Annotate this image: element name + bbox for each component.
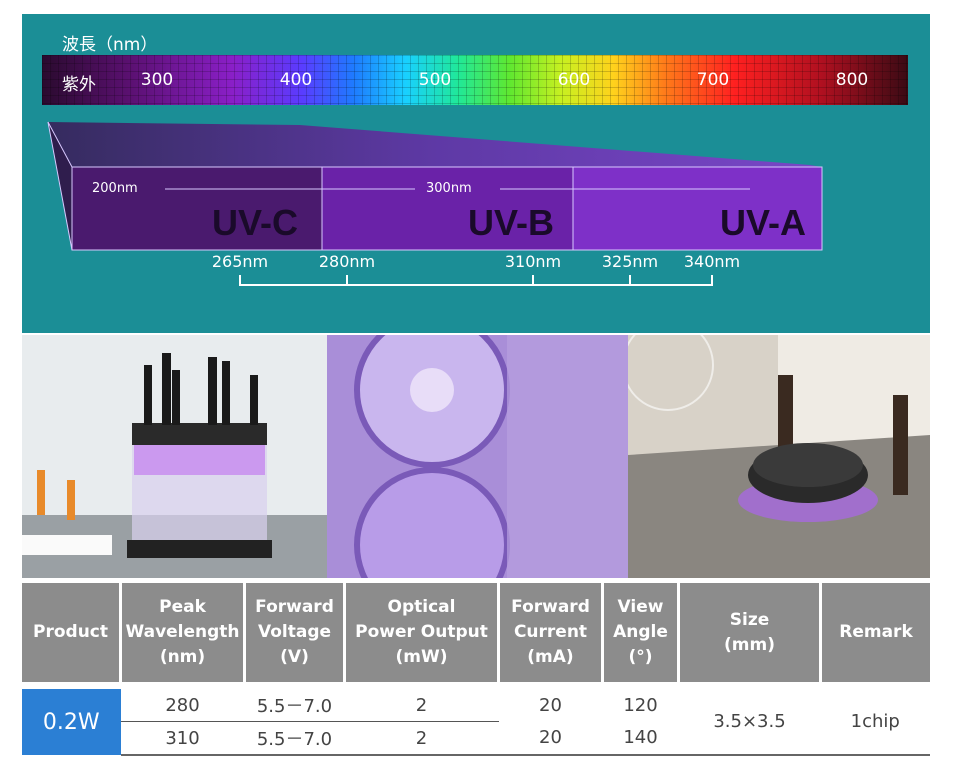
uvb-box (321, 166, 574, 251)
header-cell: Remark (820, 583, 930, 682)
spectrum-title: 波長（nm） (62, 35, 158, 55)
band-diagram (47, 121, 823, 286)
header-cell: Forward Current (mA) (498, 583, 604, 682)
header-cell: Forward Voltage (V) (244, 583, 346, 682)
marker-label: 280nm (318, 252, 376, 271)
cell: 2 (344, 689, 499, 722)
cell: 20 (539, 694, 562, 716)
band-name: UV-B (468, 202, 555, 243)
photo-fan (327, 335, 628, 578)
uvc-box (71, 166, 323, 251)
cell: 5.5－7.0 (244, 721, 345, 756)
header-cell: Size (mm) (678, 583, 822, 682)
cell: 20 (498, 721, 603, 756)
cell: 120 (623, 694, 658, 716)
spec-table: Product Peak Wavelength (nm) Forward Vol… (22, 583, 930, 756)
uv-label: 紫外 (62, 75, 96, 95)
product-cell: 0.2W (22, 689, 121, 755)
spectrum-tick: 700 (696, 70, 730, 90)
photo-robot (628, 335, 930, 578)
spectrum-tick: 400 (279, 70, 313, 90)
band-name: UV-C (212, 202, 299, 243)
spectrum-grid (42, 55, 908, 105)
marker-label: 325nm (601, 252, 659, 271)
cell: 5.5－7.0 (244, 689, 345, 722)
cell: 310 (120, 721, 245, 756)
data-row: 0.2W 280 5.5－7.0 2 20 120 3.5×3.5 1chip (22, 689, 930, 756)
spectrum-tick: 600 (557, 70, 591, 90)
photo-knife-block (22, 335, 327, 578)
header-row: Product Peak Wavelength (nm) Forward Vol… (22, 583, 930, 682)
marker-label: 310nm (504, 252, 562, 271)
scale-label: 300nm (426, 181, 472, 196)
cell: 280 (120, 689, 245, 722)
marker-ticks (239, 275, 713, 286)
header-cell: View Angle (°) (602, 583, 680, 682)
cell: 140 (602, 721, 679, 756)
marker-label: 340nm (683, 252, 741, 271)
edge (47, 121, 73, 168)
beam (48, 122, 822, 250)
band-name: UV-A (720, 202, 807, 243)
spectrum-tick: 500 (418, 70, 452, 90)
scale-label: 200nm (92, 181, 138, 196)
spectrum-tick: 800 (835, 70, 869, 90)
header-cell: Optical Power Output (mW) (344, 583, 500, 682)
size-cell: 3.5×3.5 (678, 689, 821, 756)
header-cell: Product (22, 583, 122, 682)
spectrum-tick: 300 (140, 70, 174, 90)
marker-label: 265nm (211, 252, 269, 271)
edge (47, 121, 73, 251)
spectrum-bar (42, 55, 908, 105)
cell: 2 (344, 721, 499, 756)
data-row: 310 5.5－7.0 2 20 140 (22, 721, 930, 756)
header-cell: Peak Wavelength (nm) (120, 583, 246, 682)
remark-cell: 1chip (820, 689, 930, 756)
uva-box (572, 166, 823, 251)
